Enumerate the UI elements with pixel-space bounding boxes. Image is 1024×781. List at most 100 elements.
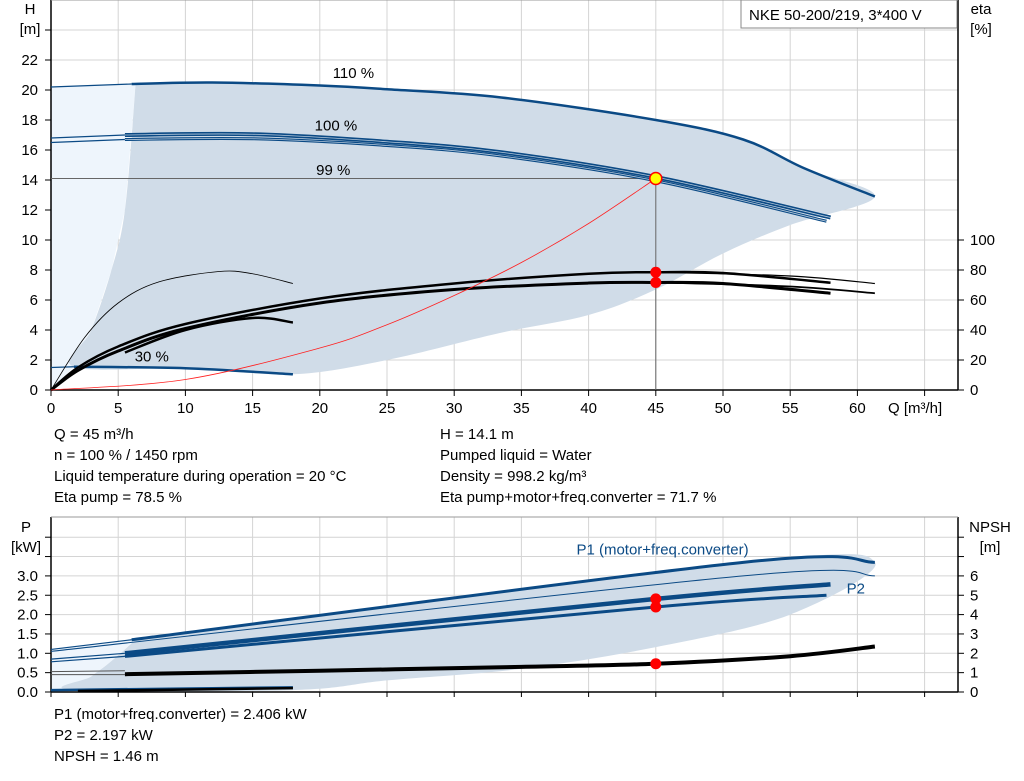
light-range-area	[51, 84, 136, 390]
npsh-curve	[50, 670, 125, 673]
y-tick-label-right: 100	[970, 232, 995, 249]
head-curve-highlight	[124, 133, 831, 218]
y-tick-label-left: 14	[21, 172, 38, 189]
npsh-curve	[77, 686, 293, 693]
y-tick-label-right: 0	[970, 382, 978, 399]
y-tick-label-left: 0	[30, 382, 38, 399]
y-tick-label-left: 2.5	[17, 587, 38, 604]
legend-title: NKE 50-200/219, 3*400 V	[749, 7, 922, 24]
y-tick-label-right: 2	[970, 645, 978, 662]
efficiency-curve	[655, 281, 875, 295]
info-top-right: H = 14.1 m Pumped liquid = Water Density…	[440, 424, 716, 508]
head-curve	[50, 138, 125, 144]
info-bottom: P1 (motor+freq.converter) = 2.406 kW P2 …	[54, 704, 307, 767]
info-top-left: Q = 45 m³/h n = 100 % / 1450 rpm Liquid …	[54, 424, 346, 508]
y-axis-label-left: H	[25, 1, 36, 18]
y-tick-label-left: 22	[21, 52, 38, 69]
x-tick-label: 20	[311, 400, 328, 417]
legend-box: NKE 50-200/219, 3*400 V	[740, 0, 958, 29]
power-curve	[50, 655, 125, 663]
power-curve	[124, 593, 827, 658]
info-eta-total: Eta pump+motor+freq.converter = 71.7 %	[440, 489, 717, 506]
head-curve	[50, 83, 132, 88]
x-axis-label: Q [m³/h]	[888, 400, 942, 417]
operating-range-area	[69, 82, 875, 375]
x-tick-label: 60	[849, 400, 866, 417]
p2-curve-label: P2	[847, 580, 865, 597]
y-axis-unit-right: [%]	[970, 21, 992, 38]
curve-label: 30 %	[135, 349, 169, 366]
curve-label: 99 %	[316, 162, 350, 179]
light-range-area	[51, 639, 136, 692]
y-tick-label-right: 60	[970, 292, 987, 309]
eta-total-marker	[650, 276, 662, 288]
y-tick-label-left: 8	[30, 262, 38, 279]
y-tick-label-left: 4	[30, 322, 38, 339]
x-tick-label: 25	[379, 400, 396, 417]
npsh-marker	[650, 658, 662, 670]
y-axis-label-right: eta	[971, 1, 993, 18]
power-curve	[131, 555, 875, 642]
y-tick-label-left: 3.0	[17, 568, 38, 585]
y-axis-label-right: NPSH	[969, 519, 1011, 536]
x-tick-label: 5	[114, 400, 122, 417]
p2-marker	[650, 601, 662, 613]
efficiency-curve	[50, 270, 831, 391]
x-tick-label: 10	[177, 400, 194, 417]
y-tick-label-left: 2	[30, 352, 38, 369]
head-curve	[50, 134, 125, 139]
y-tick-label-left: 2.0	[17, 607, 38, 624]
y-axis-label-left: P	[21, 519, 31, 536]
y-tick-label-left: 1.5	[17, 626, 38, 643]
info-npsh: NPSH = 1.46 m	[54, 748, 159, 765]
power-npsh-chart: 0.0 0.5 1.0 1.5 2.0 2.5 3.0 0 1 2 3 4 5 6 P [kW] NPSH [m]…	[11, 516, 1011, 701]
y-tick-label-right: 4	[970, 607, 978, 624]
info-head: H = 14.1 m	[440, 426, 514, 443]
y-tick-label-left: 18	[21, 112, 38, 129]
legend-frame	[740, 0, 958, 29]
head-curve	[50, 366, 74, 369]
info-speed: n = 100 % / 1450 rpm	[54, 447, 198, 464]
y-tick-label-left: 0.0	[17, 684, 38, 701]
x-tick-label: 40	[580, 400, 597, 417]
y-tick-label-right: 80	[970, 262, 987, 279]
eta-pump-marker	[650, 266, 662, 278]
info-flow: Q = 45 m³/h	[54, 426, 134, 443]
head-curve	[131, 81, 876, 198]
y-tick-label-right: 3	[970, 626, 978, 643]
y-tick-label-right: 1	[970, 665, 978, 682]
curve-label: 110 %	[333, 65, 374, 82]
y-tick-label-left: 16	[21, 142, 38, 159]
info-temperature: Liquid temperature during operation = 20…	[54, 468, 347, 485]
power-curve	[50, 569, 875, 652]
info-p1: P1 (motor+freq.converter) = 2.406 kW	[54, 706, 307, 723]
x-tick-label: 0	[47, 400, 55, 417]
y-axis-unit-left: [m]	[20, 21, 41, 38]
power-curve	[50, 639, 132, 651]
info-density: Density = 998.2 kg/m³	[440, 468, 587, 485]
efficiency-curve	[50, 280, 831, 392]
y-tick-label-right: 40	[970, 322, 987, 339]
y-tick-label-right: 5	[970, 587, 978, 604]
p1-marker	[650, 593, 662, 605]
npsh-curve	[124, 644, 876, 677]
x-tick-label: 35	[513, 400, 530, 417]
curve-label: 100 %	[315, 118, 358, 135]
info-p2: P2 = 2.197 kW	[54, 727, 153, 744]
y-axis-unit-left: [kW]	[11, 539, 41, 556]
y-tick-label-left: 12	[21, 202, 38, 219]
efficiency-curve	[50, 270, 294, 391]
efficiency-curve	[655, 271, 875, 285]
x-tick-label: 15	[244, 400, 261, 417]
p1-curve-label: P1 (motor+freq.converter)	[576, 542, 748, 559]
y-axis-unit-right: [m]	[980, 539, 1001, 556]
x-tick-label: 55	[782, 400, 799, 417]
x-tick-label: 50	[715, 400, 732, 417]
y-tick-label-right: 6	[970, 568, 978, 585]
system-curve	[50, 178, 657, 391]
info-liquid: Pumped liquid = Water	[440, 447, 592, 464]
info-eta-pump: Eta pump = 78.5 %	[54, 489, 182, 506]
y-tick-label-left: 0.5	[17, 665, 38, 682]
